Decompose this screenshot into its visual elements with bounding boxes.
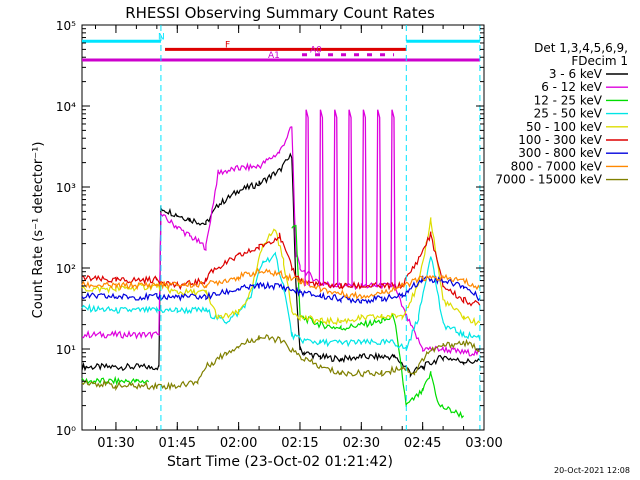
legend-label: 300 - 800 keV xyxy=(518,146,602,160)
spike-7 xyxy=(390,109,396,286)
spike-2 xyxy=(318,109,325,286)
series-line-300-800-kev xyxy=(81,275,481,305)
legend-label: 7000 - 15000 keV xyxy=(495,173,602,187)
legend-header-line: Det 1,3,4,5,6,9, xyxy=(534,41,628,55)
x-tick-label: 01:45 xyxy=(159,436,196,451)
y-tick-label: 10¹ xyxy=(56,343,76,357)
y-tick-label: 10³ xyxy=(56,181,76,195)
legend-label: 3 - 6 keV xyxy=(549,67,603,81)
x-tick-label: 01:30 xyxy=(97,436,134,451)
generation-timestamp: 20-Oct-2021 12:08 xyxy=(554,466,630,475)
x-tick-label: 02:45 xyxy=(404,436,441,451)
chart-title: RHESSI Observing Summary Count Rates xyxy=(125,4,435,22)
legend-label: 25 - 50 keV xyxy=(534,107,603,121)
x-axis-label: Start Time (23-Oct-02 01:21:42) xyxy=(167,454,393,470)
series-line-12-25-kev xyxy=(81,375,150,386)
legend-label: 6 - 12 keV xyxy=(541,80,603,94)
y-tick-label: 10⁴ xyxy=(56,100,76,114)
legend-label: 800 - 7000 keV xyxy=(511,159,603,173)
legend-label: 100 - 300 keV xyxy=(518,133,602,147)
series-line-100-300-kev xyxy=(81,231,481,307)
x-tick-label: 02:15 xyxy=(281,436,318,451)
spike-5 xyxy=(361,109,368,286)
plot-frame xyxy=(81,24,485,431)
flag-label-a0: A0 xyxy=(310,46,322,56)
y-tick-label: 10⁰ xyxy=(56,424,76,438)
flag-label-f: F xyxy=(225,40,230,50)
series-layer xyxy=(81,109,481,419)
y-axis-label: Count Rate (s⁻¹ detector⁻¹) xyxy=(31,142,46,319)
spike-3 xyxy=(333,109,339,286)
x-tick-label: 02:00 xyxy=(220,436,257,451)
flag-bars: NFA0A1 xyxy=(82,32,480,62)
legend-header-line: FDecim 1 xyxy=(571,54,628,68)
series-line-800-7000-kev xyxy=(81,267,481,300)
x-tick-label: 02:30 xyxy=(343,436,380,451)
spike-4 xyxy=(347,109,353,286)
y-tick-label: 10⁵ xyxy=(56,19,76,33)
series-line-6-12-kev xyxy=(81,126,481,357)
axes: 01:30 01:45 02:00 02:15 02:30 02:45 03:00 10⁰ 10… xyxy=(56,19,503,451)
spike-6 xyxy=(376,109,382,286)
y-tick-label: 10² xyxy=(56,262,76,276)
series-line-12-25-kev-1 xyxy=(291,224,465,419)
flag-label-a1: A1 xyxy=(268,51,280,61)
legend-label: 50 - 100 keV xyxy=(526,120,603,134)
spike-1 xyxy=(304,109,310,286)
boundary-lines xyxy=(160,25,481,430)
legend-label: 12 - 25 keV xyxy=(534,93,603,107)
series-line-7000-15000-kev xyxy=(81,334,481,392)
x-tick-label: 03:00 xyxy=(465,436,502,451)
